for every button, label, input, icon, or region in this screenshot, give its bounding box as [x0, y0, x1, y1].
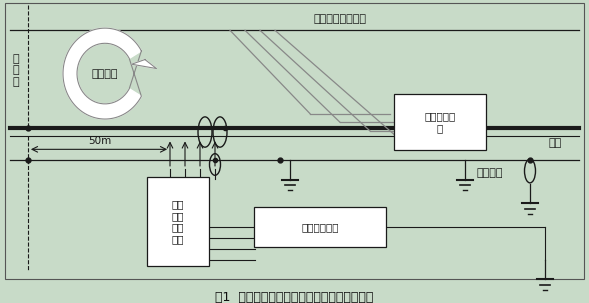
- FancyBboxPatch shape: [394, 94, 486, 150]
- Text: 对地电位测量: 对地电位测量: [301, 222, 339, 232]
- FancyBboxPatch shape: [254, 207, 386, 247]
- Text: 50m: 50m: [88, 136, 112, 146]
- Text: 瞬时
电压
波形
测量: 瞬时 电压 波形 测量: [172, 199, 184, 244]
- Text: 短
路
点: 短 路 点: [13, 54, 19, 87]
- Text: 贯通地线: 贯通地线: [477, 168, 503, 178]
- Polygon shape: [63, 28, 141, 119]
- Text: 接触导线或正馈线: 接触导线或正馈线: [313, 15, 366, 25]
- Text: 短路电流: 短路电流: [92, 68, 118, 78]
- Text: 图1  综合接地和电磁兼容短路试验方案示意图: 图1 综合接地和电磁兼容短路试验方案示意图: [216, 291, 373, 303]
- Text: 牵引回流测
量: 牵引回流测 量: [425, 112, 456, 133]
- FancyBboxPatch shape: [5, 3, 584, 279]
- FancyBboxPatch shape: [147, 178, 209, 266]
- Polygon shape: [131, 60, 157, 68]
- Text: 钢轨: 钢轨: [548, 138, 562, 148]
